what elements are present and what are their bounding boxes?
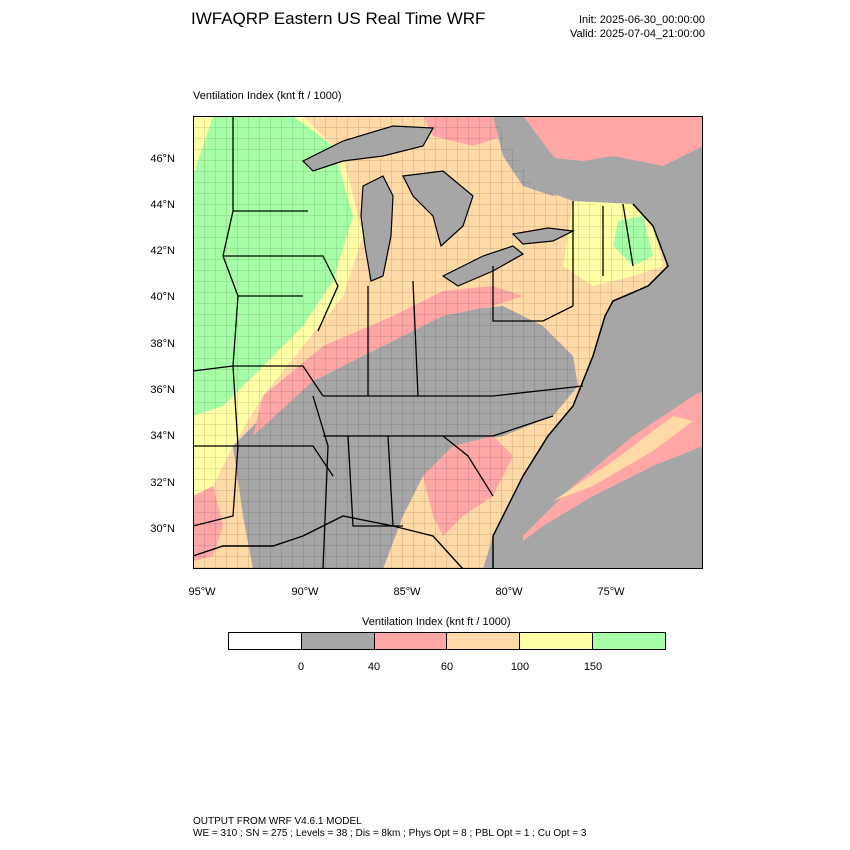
colorbar-box <box>229 633 302 649</box>
lon-label: 90°W <box>291 586 319 598</box>
state-boundaries <box>193 116 634 569</box>
lat-label: 38°N <box>150 338 175 350</box>
colorbar-box <box>593 633 665 649</box>
colorbar-box <box>520 633 594 649</box>
lake-michigan <box>360 175 394 282</box>
lon-label: 80°W <box>495 586 523 598</box>
lat-label: 46°N <box>150 153 175 165</box>
colorbar-label: 100 <box>510 661 530 673</box>
lake-erie <box>441 245 525 287</box>
init-time: Init: 2025-06-30_00:00:00 <box>578 14 705 26</box>
field-label: Ventilation Index (knt ft / 1000) <box>193 90 342 102</box>
lon-label: 95°W <box>188 586 216 598</box>
colorbar-label: 150 <box>583 661 603 673</box>
lat-label: 42°N <box>150 245 175 257</box>
footer-config: WE = 310 ; SN = 275 ; Levels = 38 ; Dis … <box>193 828 587 839</box>
colorbar <box>228 632 666 650</box>
lat-label: 34°N <box>150 430 175 442</box>
colorbar-box <box>447 633 521 649</box>
lat-label: 32°N <box>150 477 175 489</box>
ocean-yellow-patch <box>553 416 693 501</box>
colorbar-label: 0 <box>297 661 305 673</box>
colorbar-label: 40 <box>367 661 381 673</box>
plot-title: IWFAQRP Eastern US Real Time WRF <box>191 9 486 28</box>
colorbar-label: 60 <box>440 661 454 673</box>
lat-label: 30°N <box>150 523 175 535</box>
colorbar-title: Ventilation Index (knt ft / 1000) <box>362 616 511 628</box>
gulf-coast <box>193 515 464 569</box>
coastline <box>492 203 669 569</box>
ventilation-index-map <box>193 116 703 569</box>
lake-ontario <box>511 227 576 245</box>
lake-superior <box>301 125 434 172</box>
lat-label: 36°N <box>150 384 175 396</box>
valid-time: Valid: 2025-07-04_21:00:00 <box>570 28 705 40</box>
lake-huron <box>402 170 474 248</box>
colorbar-box <box>374 633 448 649</box>
footer-model: OUTPUT FROM WRF V4.6.1 MODEL <box>193 816 362 827</box>
lat-label: 40°N <box>150 291 175 303</box>
lat-label: 44°N <box>150 199 175 211</box>
lon-label: 75°W <box>597 586 625 598</box>
run-times: Init: 2025-06-30_00:00:00 Valid: 2025-07… <box>570 13 705 41</box>
colorbar-box <box>301 633 375 649</box>
lon-label: 85°W <box>393 586 421 598</box>
